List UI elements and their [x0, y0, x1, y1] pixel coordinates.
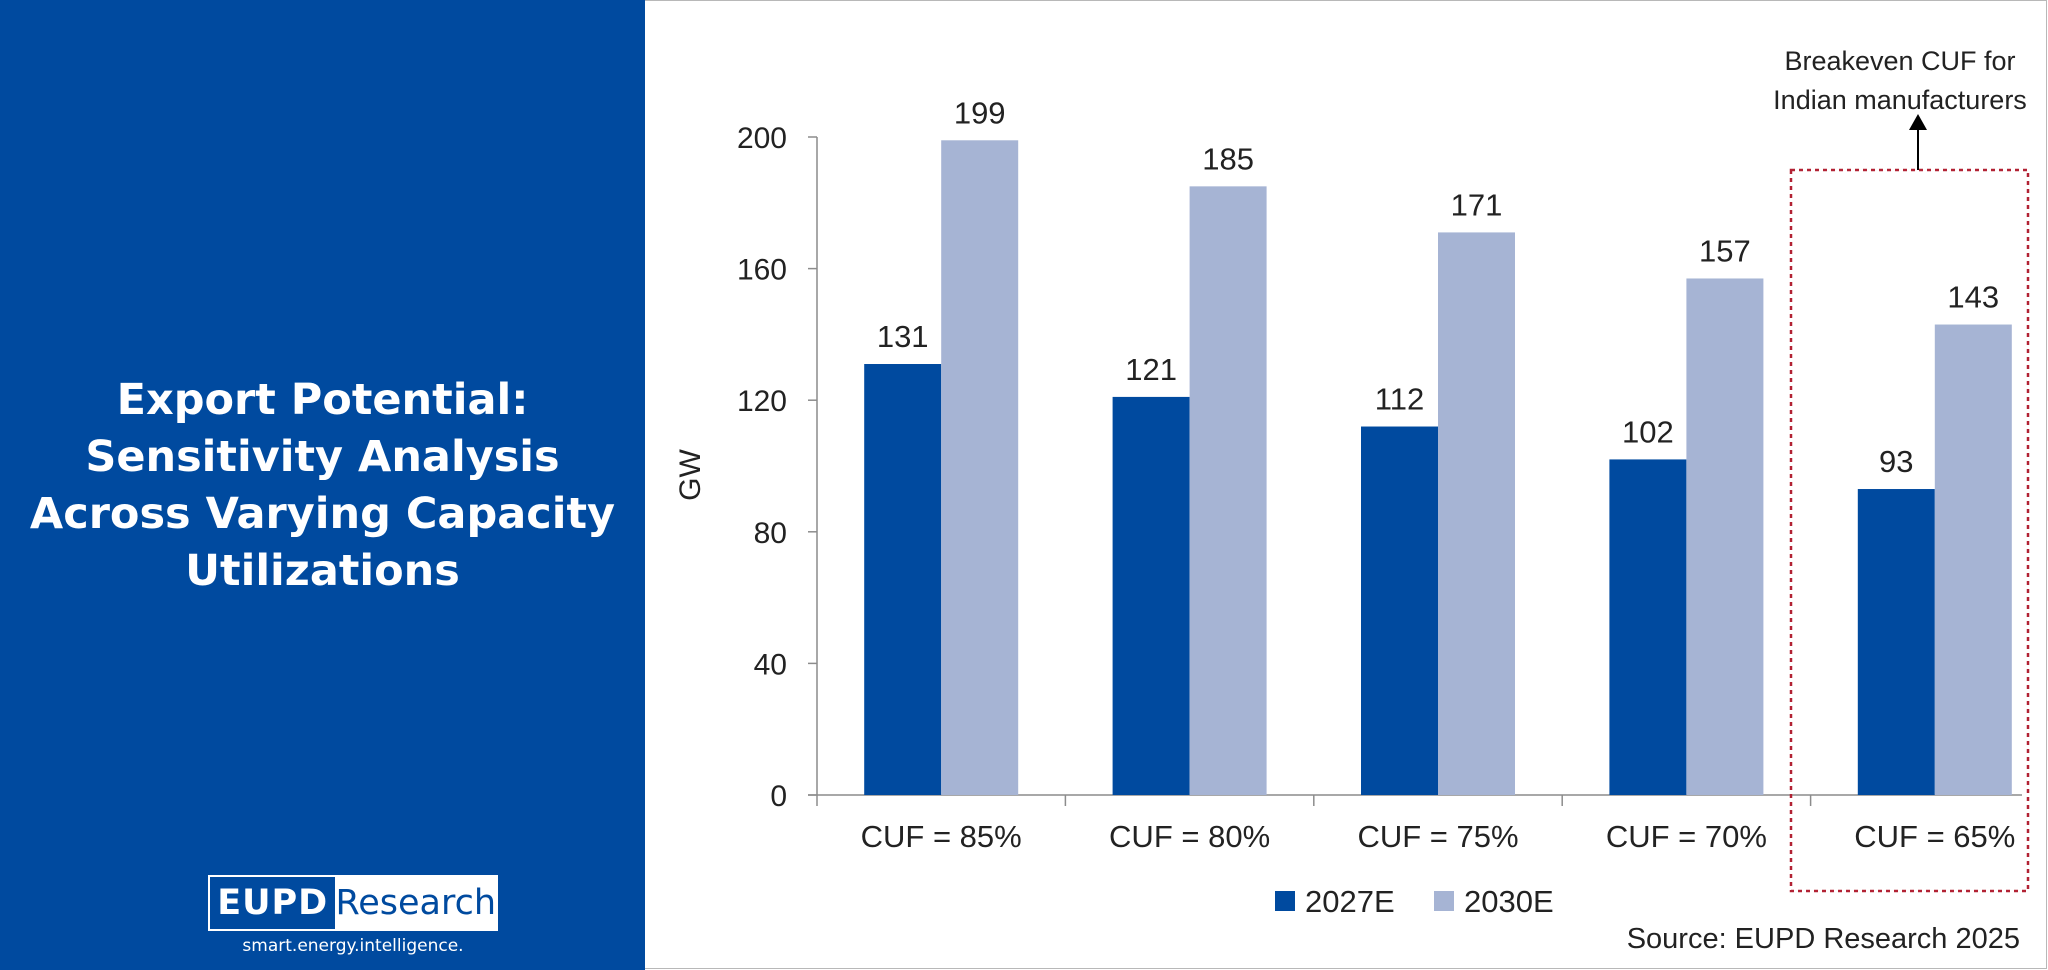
source-note: Source: EUPD Research 2025: [1627, 923, 2020, 955]
y-tick-label: 160: [737, 254, 787, 287]
x-tick-label: CUF = 75%: [1357, 819, 1518, 854]
x-tick-label: CUF = 70%: [1606, 819, 1767, 854]
data-label: 131: [877, 319, 929, 354]
data-label: 102: [1622, 414, 1674, 449]
page-title: Export Potential: Sensitivity Analysis A…: [29, 375, 616, 596]
data-label: 112: [1375, 382, 1424, 417]
legend-label-2027e: 2027E: [1305, 884, 1395, 919]
annotation-line-1: Breakeven CUF for: [1784, 46, 2015, 76]
bar-2027e-3: [1361, 426, 1438, 795]
y-tick-label: 120: [737, 385, 787, 418]
legend: 2027E 2030E: [1275, 884, 1554, 919]
bar-2030e-3: [1438, 232, 1515, 795]
annotation-line-2: Indian manufacturers: [1773, 85, 2027, 115]
x-tick-label: CUF = 85%: [861, 819, 1022, 854]
legend-swatch-2030e: [1434, 891, 1454, 911]
data-label: 143: [1947, 280, 1999, 315]
bar-2027e-2: [1112, 396, 1190, 795]
bar-2027e-5: [1857, 489, 1935, 795]
bar-2027e-4: [1609, 459, 1687, 795]
data-label: 157: [1699, 233, 1751, 268]
data-label: 199: [954, 95, 1006, 130]
y-axis-label: GW: [674, 448, 707, 500]
y-tick-label: 200: [737, 122, 787, 155]
y-tick-label: 40: [754, 648, 787, 681]
data-label: 93: [1879, 444, 1913, 479]
data-label: 171: [1451, 187, 1503, 222]
legend-label-2030e: 2030E: [1464, 884, 1554, 919]
eupd-logo: EUPD Research: [208, 875, 498, 931]
bar-2027e-1: [864, 364, 942, 795]
left-panel: Export Potential: Sensitivity Analysis A…: [0, 0, 645, 970]
bar-2030e-2: [1189, 186, 1267, 796]
bar-2030e-5: [1934, 324, 2012, 795]
y-tick-label: 80: [754, 517, 787, 550]
breakeven-highlight-box: [1789, 168, 2030, 893]
arrow-up-icon: [1909, 114, 1927, 130]
y-tick-label: 0: [770, 780, 787, 813]
legend-swatch-2027e: [1275, 891, 1295, 911]
logo-product: Research: [335, 883, 496, 923]
logo-brand: EUPD: [210, 877, 336, 929]
x-tick-label: CUF = 65%: [1854, 819, 2015, 854]
bar-2030e-4: [1686, 278, 1764, 796]
data-label: 121: [1125, 352, 1177, 387]
x-tick-label: CUF = 80%: [1109, 819, 1270, 854]
data-label: 185: [1202, 141, 1254, 176]
bar-2030e-1: [941, 140, 1019, 796]
logo-tagline: smart.energy.intelligence.: [242, 936, 464, 956]
